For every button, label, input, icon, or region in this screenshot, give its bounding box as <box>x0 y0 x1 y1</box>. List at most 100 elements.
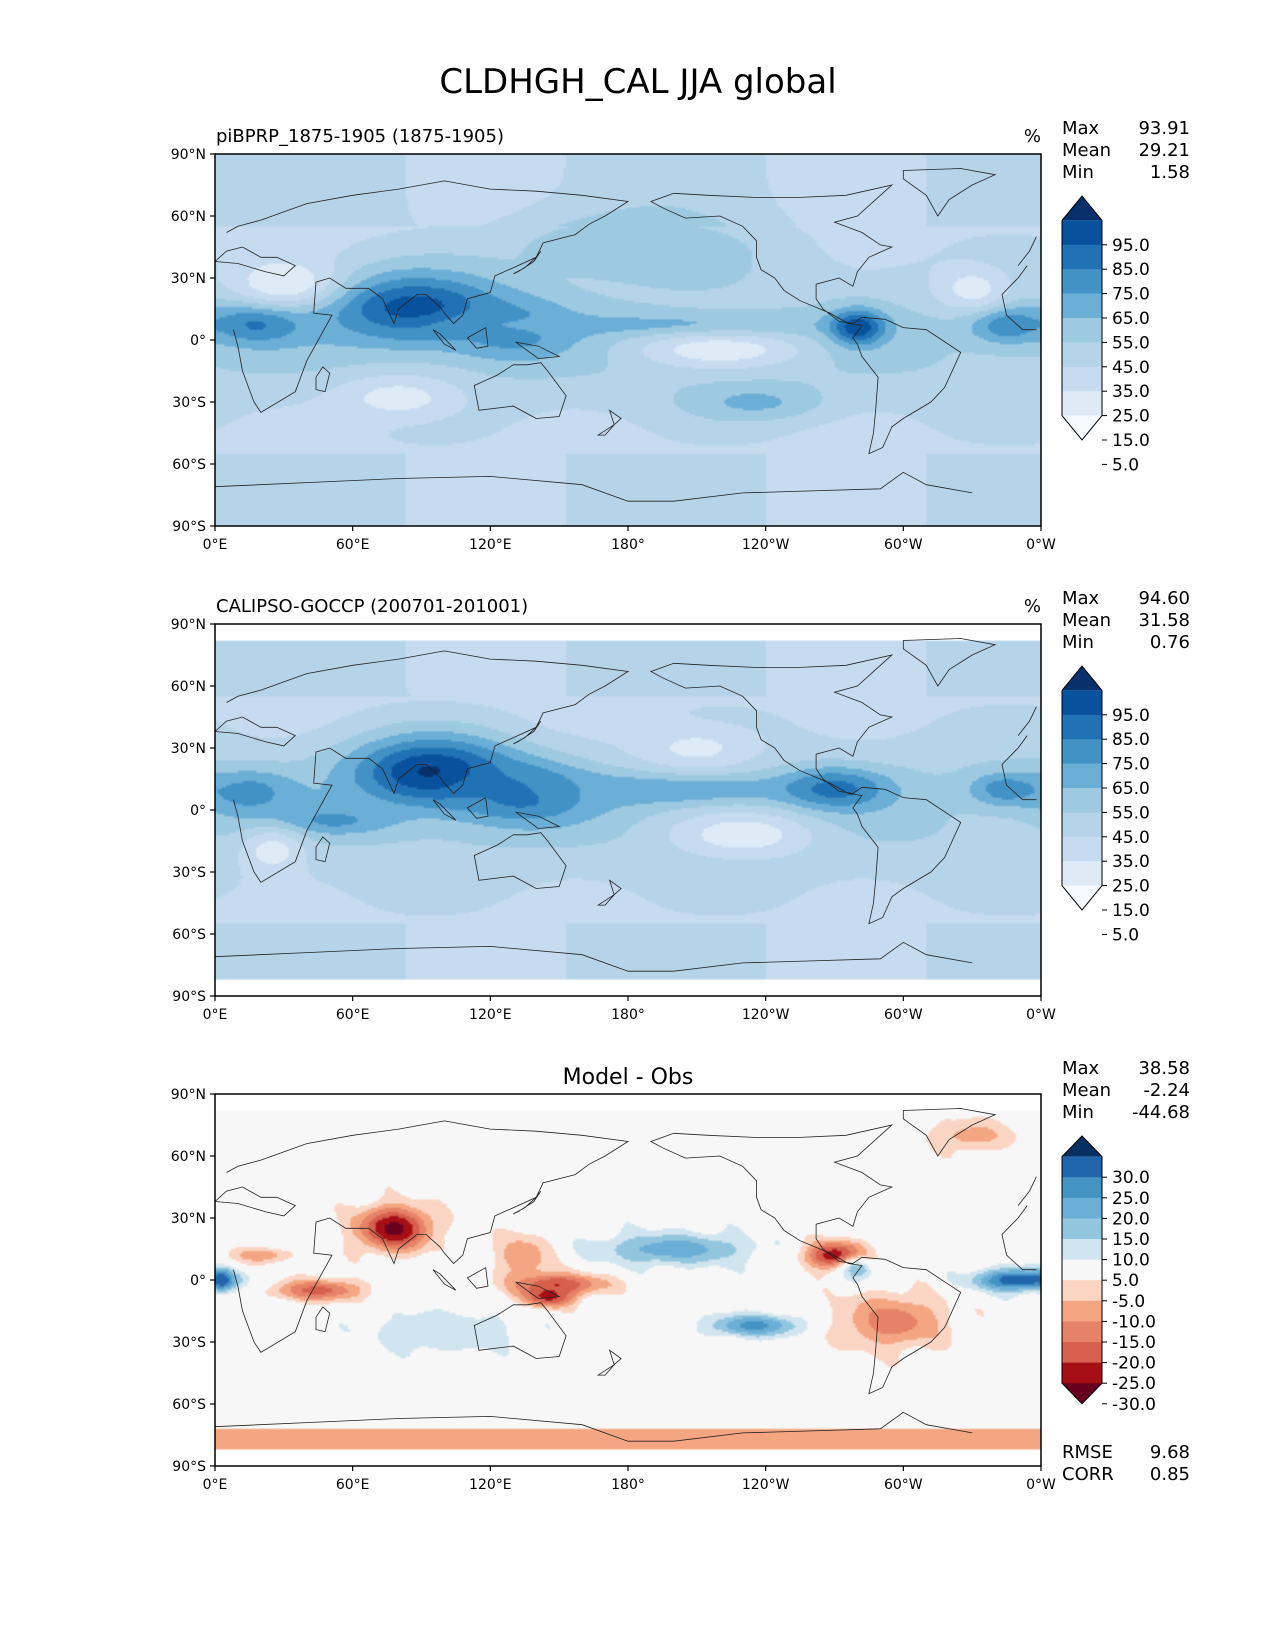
colorbar-label: 45.0 <box>1112 358 1150 378</box>
x-tick-label: 60°E <box>336 1007 370 1023</box>
field-raster <box>215 1094 1041 1466</box>
figure-title: CLDHGH_CAL JJA global <box>439 62 836 102</box>
coastline <box>608 879 622 896</box>
coastline <box>608 409 622 426</box>
x-tick-label: 0°E <box>203 1007 228 1023</box>
coastline <box>513 1190 542 1215</box>
coastline <box>473 832 567 889</box>
panel-middle: CALIPSO-GOCCP (200701-201001) % 0°E 60°E 120… <box>171 588 1190 1023</box>
x-tick-label: 0°W <box>1026 537 1056 553</box>
y-tick-label: 60°S <box>172 457 206 473</box>
colorbar-label: 75.0 <box>1112 755 1150 775</box>
panel-title: piBPRP_1875-1905 (1875-1905) <box>216 126 504 147</box>
stat-label: Mean <box>1062 610 1111 631</box>
colorbar-segment <box>1062 1218 1102 1240</box>
y-tick-label: 60°N <box>171 1149 206 1165</box>
coastline <box>473 1302 567 1359</box>
y-tick-label: 90°S <box>172 989 206 1005</box>
coastline <box>315 836 331 863</box>
colorbar-segment <box>1062 1362 1102 1384</box>
colorbar-label: 25.0 <box>1112 877 1150 897</box>
coastline <box>215 180 1037 413</box>
coastline <box>432 1269 457 1291</box>
coastline <box>215 941 973 972</box>
panel-top: piBPRP_1875-1905 (1875-1905) % 0°E 60°E 120°… <box>171 118 1190 553</box>
coastline <box>466 1266 489 1289</box>
metric-label: RMSE <box>1062 1442 1113 1463</box>
colorbar-label: -20.0 <box>1112 1354 1156 1374</box>
x-tick-label: 60°W <box>884 1007 923 1023</box>
y-tick-label: 30°S <box>172 865 206 881</box>
x-tick-label: 60°W <box>884 537 923 553</box>
y-tick-label: 30°N <box>171 741 206 757</box>
colorbar-label: 25.0 <box>1112 407 1150 427</box>
coastline <box>215 1120 1037 1353</box>
colorbar-segment <box>1062 1177 1102 1199</box>
coastline <box>649 1124 962 1395</box>
y-tick-label: 60°N <box>171 209 206 225</box>
metric-label: CORR <box>1062 1464 1114 1485</box>
stat-value: 94.60 <box>1138 588 1190 609</box>
colorbar-segment <box>1062 342 1102 368</box>
y-tick-label: 30°S <box>172 1335 206 1351</box>
colorbar-label: -10.0 <box>1112 1312 1156 1332</box>
colorbar-segment <box>1062 220 1102 246</box>
colorbar-segment <box>1062 714 1102 740</box>
y-tick-label: 0° <box>190 333 206 349</box>
stat-label: Min <box>1062 162 1094 183</box>
colorbar-label: 35.0 <box>1112 382 1150 402</box>
coastline <box>596 424 615 436</box>
colorbar-label: -5.0 <box>1112 1292 1145 1312</box>
colorbar-label: 5.0 <box>1112 455 1139 475</box>
stat-value: -44.68 <box>1132 1102 1190 1123</box>
colorbar-label: 55.0 <box>1112 333 1150 353</box>
coastline <box>902 638 997 687</box>
y-tick-label: 30°N <box>171 271 206 287</box>
colorbar-label: 85.0 <box>1112 730 1150 750</box>
coastlines <box>215 168 1037 502</box>
colorbar-label: 95.0 <box>1112 236 1150 256</box>
panel-title: CALIPSO-GOCCP (200701-201001) <box>216 596 528 617</box>
x-tick-label: 120°W <box>742 1477 790 1493</box>
x-tick-label: 180° <box>611 537 645 553</box>
colorbar-label: -30.0 <box>1112 1395 1156 1415</box>
x-tick-label: 0°W <box>1026 1477 1056 1493</box>
stat-label: Min <box>1062 632 1094 653</box>
colorbar-segment <box>1062 1342 1102 1363</box>
y-tick-label: 90°S <box>172 519 206 535</box>
x-tick-label: 120°E <box>469 537 512 553</box>
coastline <box>432 799 457 821</box>
stat-value: 93.91 <box>1138 118 1190 139</box>
y-tick-label: 60°S <box>172 927 206 943</box>
colorbar-segment <box>1062 1259 1102 1281</box>
stat-value: 1.58 <box>1150 162 1190 183</box>
coastline <box>513 720 542 745</box>
x-tick-label: 120°E <box>469 1477 512 1493</box>
colorbar-segment <box>1062 861 1102 886</box>
coastline <box>315 366 331 393</box>
stat-label: Mean <box>1062 140 1111 161</box>
colorbar-label: 85.0 <box>1112 260 1150 280</box>
x-tick-label: 0°E <box>203 537 228 553</box>
coastline <box>649 654 962 925</box>
colorbar-segment <box>1062 1239 1102 1260</box>
colorbar-extend-top <box>1062 666 1102 691</box>
metric-value: 0.85 <box>1150 1464 1190 1485</box>
y-tick-label: 0° <box>190 1273 206 1289</box>
coastline <box>649 184 962 455</box>
colorbar-segment <box>1062 1300 1102 1322</box>
y-tick-label: 90°N <box>171 147 206 163</box>
colorbar-label: 95.0 <box>1112 706 1150 726</box>
stat-label: Mean <box>1062 1080 1111 1101</box>
colorbar-label: 5.0 <box>1112 1271 1139 1291</box>
x-tick-label: 120°W <box>742 1007 790 1023</box>
colorbar-segment <box>1062 763 1102 789</box>
colorbar-extend-bottom <box>1062 885 1102 910</box>
coastline <box>315 1306 331 1333</box>
colorbar-label: 25.0 <box>1112 1189 1150 1209</box>
colorbar-label: 15.0 <box>1112 1230 1150 1250</box>
colorbar-segment <box>1062 366 1102 392</box>
colorbar-segment <box>1062 244 1102 270</box>
x-tick-label: 0°W <box>1026 1007 1056 1023</box>
